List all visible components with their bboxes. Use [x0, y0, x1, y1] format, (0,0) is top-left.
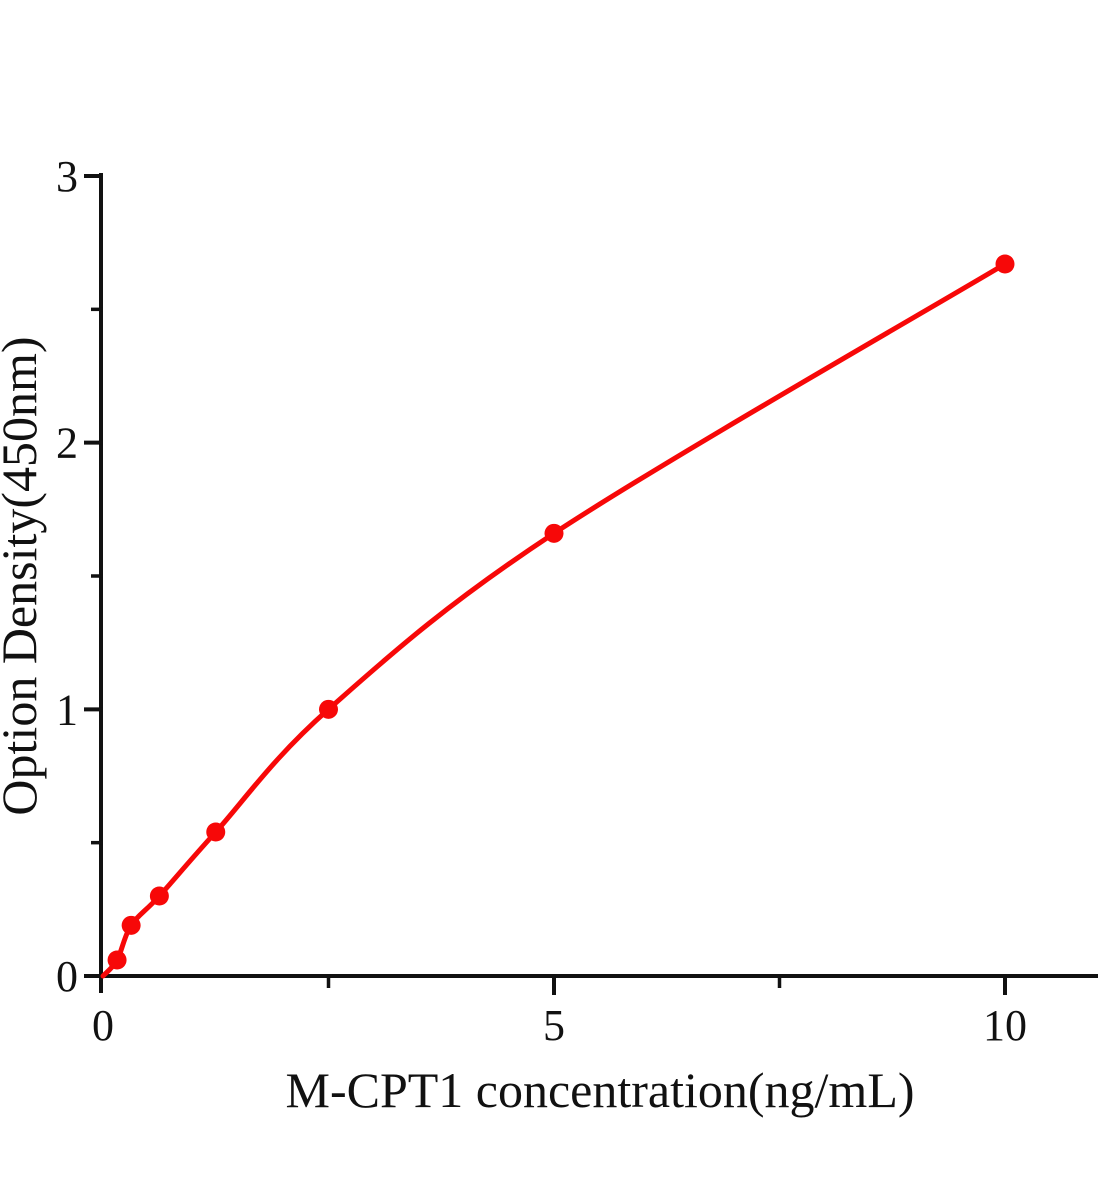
data-point — [544, 523, 564, 543]
data-point — [319, 699, 338, 719]
standard-curve-line — [100, 261, 1008, 979]
data-point — [995, 254, 1015, 274]
data-point — [107, 950, 127, 970]
y-tick-label: 1 — [56, 685, 78, 734]
data-point — [149, 886, 169, 906]
axes — [84, 173, 1098, 995]
data-point — [206, 822, 226, 842]
data-series — [100, 254, 1015, 979]
y-tick-label: 3 — [56, 152, 78, 201]
y-axis-title: Option Density(450nm) — [0, 336, 47, 815]
x-tick-label: 0 — [92, 1001, 114, 1050]
data-point — [121, 915, 141, 935]
y-tick-label: 0 — [56, 952, 78, 1001]
x-axis-title: M-CPT1 concentration(ng/mL) — [285, 1062, 914, 1118]
tick-labels: 0 1 2 3 0 5 10 — [56, 152, 1027, 1050]
x-tick-label: 5 — [543, 1001, 565, 1050]
x-tick-label: 10 — [983, 1001, 1027, 1050]
y-tick-label: 2 — [56, 419, 78, 468]
